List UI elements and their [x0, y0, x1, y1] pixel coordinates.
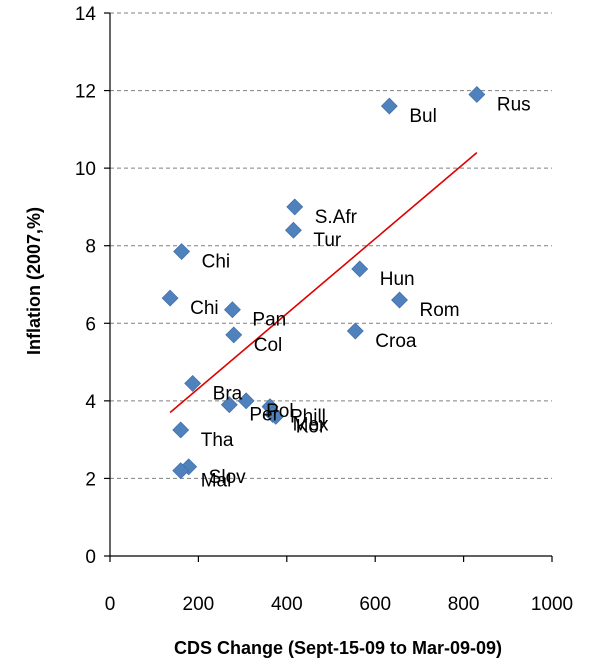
point-label: Per: [249, 405, 279, 426]
x-tick-label: 800: [448, 594, 480, 615]
x-tick-labels: 0 200 400 600 800 1000: [105, 556, 573, 615]
point-label: Tur: [313, 230, 341, 251]
y-tick-labels: 0 2 4 6 8 10 12 14: [75, 4, 110, 568]
data-point: [286, 198, 304, 216]
point-label: S.Afr: [315, 207, 358, 228]
point-label: Mal: [201, 471, 232, 492]
y-axis-title: Inflation (2007,%): [24, 207, 44, 355]
data-point: [173, 243, 191, 260]
data-point: [184, 374, 202, 392]
data-point: [172, 462, 190, 480]
point-label: Chi: [202, 252, 231, 273]
y-tick-label: 14: [75, 4, 97, 25]
data-point: [224, 301, 241, 319]
point-label: Bul: [409, 106, 436, 127]
point-label: Bra: [213, 383, 243, 404]
trendline: [169, 152, 478, 414]
point-label: Pan: [252, 310, 286, 331]
y-tick-label: 8: [85, 237, 96, 258]
x-tick-label: 200: [183, 594, 215, 615]
point-label: Rom: [420, 300, 460, 321]
data-point: [237, 392, 255, 410]
data-point: [285, 221, 302, 239]
data-point: [172, 421, 190, 439]
point-label: Col: [254, 335, 283, 356]
point-label: Hun: [380, 269, 415, 290]
point-label: Chi: [190, 298, 219, 319]
data-point: [267, 407, 285, 425]
data-point: [391, 291, 408, 309]
y-tick-label: 6: [85, 314, 96, 335]
y-tick-label: 0: [85, 547, 96, 568]
data-point: [161, 289, 179, 307]
y-tick-label: 10: [75, 159, 96, 180]
trendline-layer: [169, 152, 478, 414]
data-point: [380, 97, 398, 115]
y-tick-label: 12: [75, 82, 96, 103]
point-label: Kor: [296, 416, 326, 437]
x-tick-label: 400: [271, 594, 303, 615]
point-label: Tha: [201, 430, 234, 451]
data-point: [468, 86, 486, 103]
x-tick-label: 0: [105, 594, 116, 615]
x-axis-title: CDS Change (Sept-15-09 to Mar-09-09): [174, 638, 502, 658]
point-label: Rus: [497, 94, 531, 115]
point-label: Slov: [209, 467, 246, 488]
point-label: Pol: [266, 401, 293, 422]
data-points: [161, 86, 486, 480]
point-label: Mex: [293, 414, 329, 435]
data-point: [351, 260, 369, 278]
x-tick-label: 600: [359, 594, 391, 615]
point-label: Phill: [290, 407, 326, 428]
axes: [109, 13, 552, 557]
data-point: [346, 322, 364, 340]
data-point: [225, 326, 243, 344]
data-point: [220, 396, 238, 414]
point-label: Croa: [375, 331, 417, 352]
y-tick-label: 4: [85, 392, 96, 413]
x-tick-label: 1000: [531, 594, 573, 615]
y-tick-label: 2: [85, 469, 96, 490]
